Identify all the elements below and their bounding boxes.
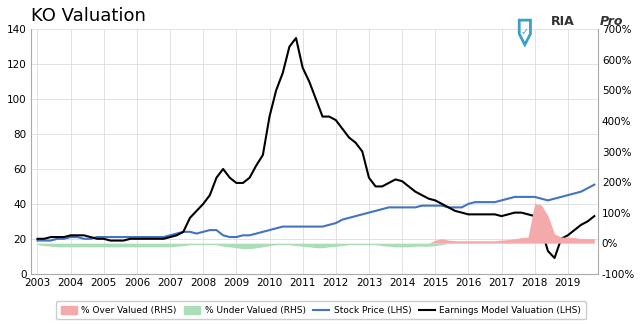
Text: ✓: ✓ <box>521 27 529 37</box>
Legend: % Over Valued (RHS), % Under Valued (RHS), Stock Price (LHS), Earnings Model Val: % Over Valued (RHS), % Under Valued (RHS… <box>56 301 586 319</box>
Text: RIA: RIA <box>551 15 575 28</box>
Text: Pro: Pro <box>599 15 623 28</box>
Text: KO Valuation: KO Valuation <box>31 7 146 25</box>
